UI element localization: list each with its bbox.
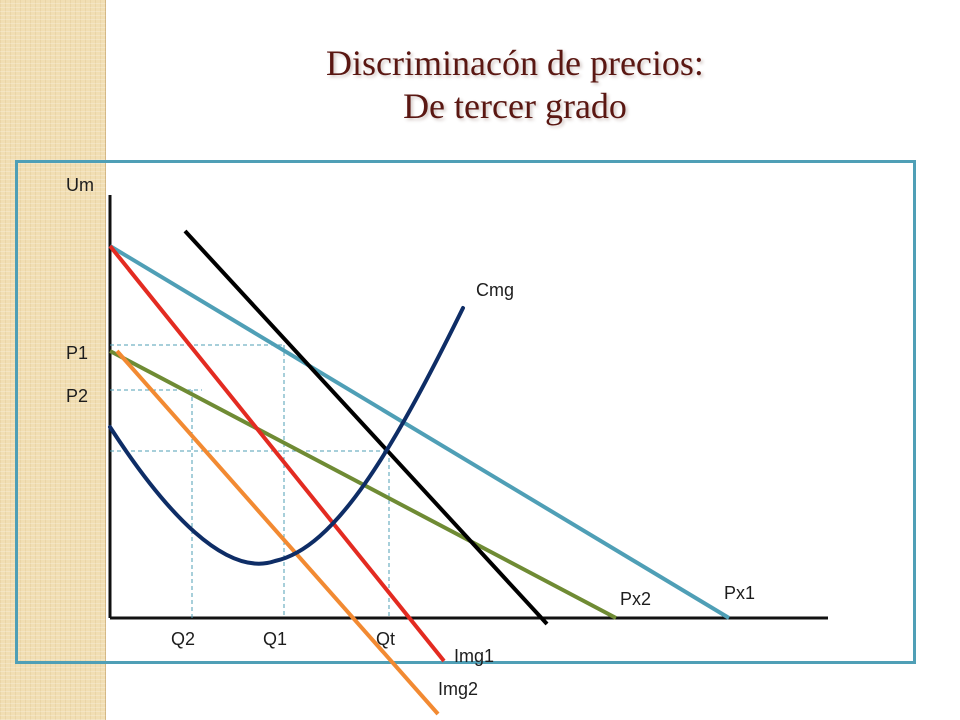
- marginal-cost-curve: [108, 306, 465, 566]
- page-title: Discriminacón de precios: De tercer grad…: [230, 42, 800, 128]
- q2-label: Q2: [171, 629, 195, 649]
- cmg-label: Cmg: [476, 280, 514, 300]
- img1-label: Img1: [454, 646, 494, 666]
- aggregate-marginal-revenue-line: [183, 229, 549, 626]
- title-line-2: De tercer grado: [403, 86, 627, 126]
- y-axis-label: Um: [66, 175, 94, 195]
- title-line-1: Discriminacón de precios:: [326, 43, 704, 83]
- px2-label: Px2: [620, 589, 651, 609]
- qt-label: Qt: [376, 629, 395, 649]
- img2-label: Img2: [438, 679, 478, 699]
- p2-label: P2: [66, 386, 88, 406]
- demand-line-px1: [108, 244, 731, 620]
- q1-label: Q1: [263, 629, 287, 649]
- diagram-frame: [15, 160, 916, 664]
- marginal-revenue-img1: [108, 244, 446, 663]
- marginal-revenue-img2: [115, 349, 440, 716]
- p1-label: P1: [66, 343, 88, 363]
- px1-label: Px1: [724, 583, 755, 603]
